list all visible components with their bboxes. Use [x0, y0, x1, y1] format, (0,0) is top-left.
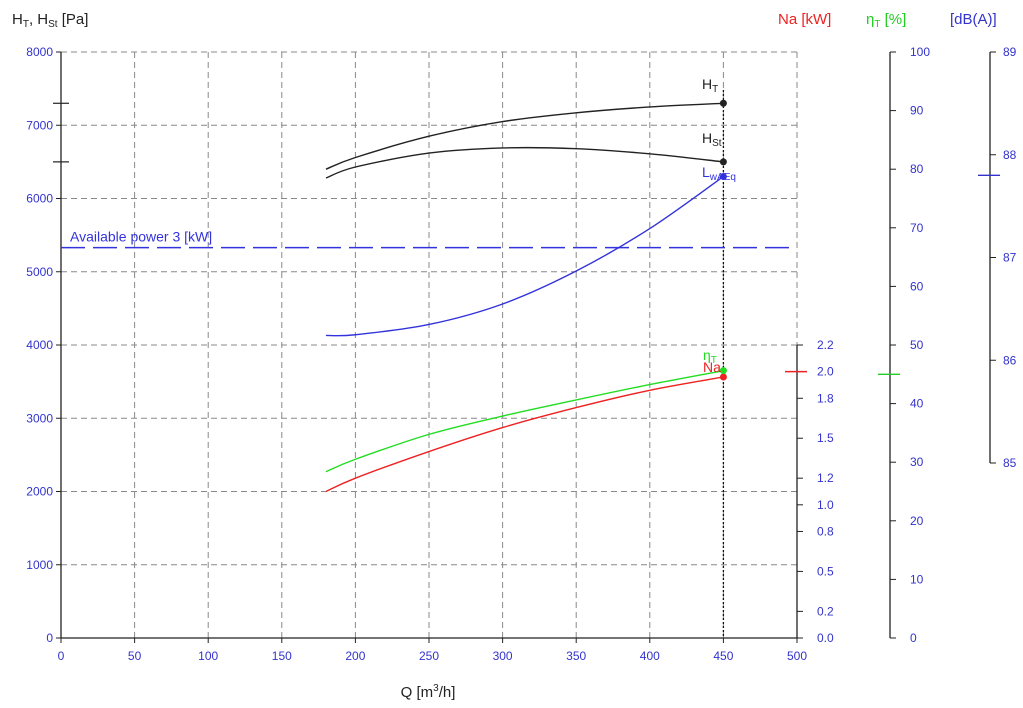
static-pressure-label: HSt: [702, 130, 722, 149]
efficiency-label-part: T: [711, 355, 717, 366]
efficiency-curve: [325, 369, 724, 473]
x-axis-tick-label: 350: [566, 649, 586, 663]
x-axis-tick-label: 500: [787, 649, 807, 663]
left-axis-tick-label: 0: [46, 631, 53, 645]
left-axis-tick-label: 4000: [26, 338, 53, 352]
sound-power-curve: [325, 175, 724, 337]
left-axis-tick-label: 2000: [26, 485, 53, 499]
static-pressure-curve-operating-point: [719, 158, 727, 166]
x-axis-tick-label: 250: [419, 649, 439, 663]
left-axis-tick-label: 3000: [26, 411, 53, 425]
power-axis-tick-label: 1.2: [817, 471, 834, 485]
static-pressure-label-part: St: [712, 138, 722, 149]
x-axis-tick-label: 0: [58, 649, 65, 663]
efficiency-axis-title: ηT [%]: [866, 11, 906, 30]
sound-axis-tick-label: 87: [1003, 251, 1017, 265]
efficiency-axis-title-part: [%]: [880, 11, 906, 28]
power-curve-operating-point: [719, 373, 727, 381]
sound-power-curve-operating-point: [719, 173, 727, 181]
efficiency-label-part: η: [703, 347, 711, 363]
efficiency-axis-tick-label: 70: [910, 221, 924, 235]
efficiency-axis-title-part: T: [874, 19, 880, 30]
efficiency-axis-tick-label: 100: [910, 45, 930, 59]
efficiency-axis-tick-label: 60: [910, 279, 924, 293]
total-pressure-label: HT: [702, 76, 718, 95]
left-axis-title-part: H: [12, 11, 23, 28]
x-axis-tick-label: 300: [493, 649, 513, 663]
power-axis-tick-label: 0.8: [817, 524, 834, 538]
power-axis-title: Na [kW]: [778, 11, 831, 28]
efficiency-axis-tick-label: 40: [910, 397, 924, 411]
left-axis-tick-label: 1000: [26, 558, 53, 572]
sound-power-label: LwAEq: [702, 164, 736, 183]
left-axis-title-part: [Pa]: [58, 11, 89, 28]
x-axis-tick-label: 400: [640, 649, 660, 663]
left-axis-title-part: T: [23, 19, 29, 30]
sound-power-label-part: Eq: [724, 172, 736, 183]
sound-axis-title: [dB(A)]: [950, 11, 997, 28]
power-axis-tick-label: 1.5: [817, 431, 834, 445]
sound-axis-tick-label: 86: [1003, 353, 1017, 367]
total-pressure-curve: [325, 102, 724, 170]
power-curve: [325, 376, 724, 493]
left-axis-title-part: , H: [29, 11, 48, 28]
x-axis-tick-label: 100: [198, 649, 218, 663]
left-axis-tick-label: 7000: [26, 118, 53, 132]
efficiency-axis-title-part: η: [866, 11, 874, 28]
x-axis-title-part: /h]: [439, 684, 456, 701]
power-axis-tick-label: 0.2: [817, 604, 834, 618]
left-axis-title: HT, HSt [Pa]: [12, 11, 88, 30]
efficiency-axis-tick-label: 80: [910, 162, 924, 176]
x-axis-tick-label: 150: [272, 649, 292, 663]
sound-axis-tick-label: 89: [1003, 45, 1017, 59]
efficiency-axis-tick-label: 0: [910, 631, 917, 645]
left-axis-tick-label: 8000: [26, 45, 53, 59]
left-axis-tick-label: 6000: [26, 192, 53, 206]
total-pressure-label-part: H: [702, 76, 712, 92]
power-axis-tick-label: 1.8: [817, 391, 834, 405]
power-axis-tick-label: 2.0: [817, 365, 834, 379]
curves: [61, 90, 797, 638]
efficiency-axis-tick-label: 50: [910, 338, 924, 352]
static-pressure-curve: [325, 146, 724, 179]
grid: [61, 51, 798, 638]
power-label: Na: [703, 359, 721, 375]
efficiency-curve-operating-point: [719, 367, 727, 375]
efficiency-axis-tick-label: 90: [910, 104, 924, 118]
sound-power-label-part: wA: [709, 172, 724, 183]
labels: HT, HSt [Pa]Q [m3/h]Na [kW] ηT [%] [dB(A)]…: [12, 11, 997, 701]
x-axis-title-part: Q [m: [401, 684, 434, 701]
total-pressure-label-part: T: [712, 84, 718, 95]
x-axis-title: Q [m3/h]: [401, 683, 456, 701]
total-pressure-curve-operating-point: [719, 99, 727, 107]
available-power-label: Available power 3 [kW]: [70, 229, 212, 245]
power-axis-tick-label: 1.0: [817, 498, 834, 512]
efficiency-axis-tick-label: 20: [910, 514, 924, 528]
x-axis-tick-label: 50: [128, 649, 142, 663]
power-axis-tick-label: 0.5: [817, 564, 834, 578]
left-axis-title-part: St: [48, 19, 58, 30]
x-axis-tick-label: 200: [345, 649, 365, 663]
left-axis-tick-label: 5000: [26, 265, 53, 279]
x-axis-title-part: 3: [433, 683, 439, 694]
static-pressure-label-part: H: [702, 130, 712, 146]
sound-power-label-part: L: [702, 164, 710, 180]
efficiency-axis-tick-label: 10: [910, 572, 924, 586]
sound-axis-tick-label: 88: [1003, 148, 1017, 162]
power-axis-tick-label: 2.2: [817, 338, 834, 352]
sound-axis-tick-label: 85: [1003, 456, 1017, 470]
x-axis-tick-label: 450: [713, 649, 733, 663]
efficiency-axis-tick-label: 30: [910, 455, 924, 469]
efficiency-label: ηT: [703, 347, 717, 366]
power-axis-tick-label: 0.0: [817, 631, 834, 645]
